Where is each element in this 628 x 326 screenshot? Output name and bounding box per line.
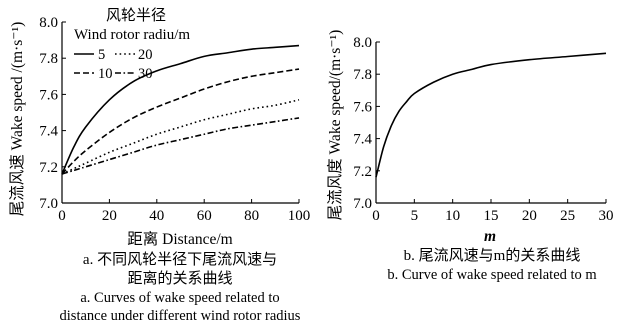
panel-b-y-tick-label: 7.2: [353, 164, 372, 180]
panel-b-x-tick-label: 10: [445, 208, 460, 224]
panel-a-x-tick-label: 80: [244, 208, 259, 224]
panel-a-chart: 0 20 40 60 80 100 7.0 7.2 7.4 7.6 7.8 8.0 尾流风速 Wake…: [8, 7, 310, 324]
panel-b-y-tick-label: 7.8: [353, 67, 372, 83]
panel-b-chart: 0 5 10 15 20 25 30 7.0 7.2 7.4 7.6 7.8 8.0 尾流风度 Wake…: [326, 30, 614, 283]
panel-a-y-axis-label: 尾流风速 Wake speed /(m·s⁻¹): [8, 22, 26, 217]
panel-b-x-tick-label: 5: [411, 208, 419, 224]
panel-a-y-tick-label: 7.2: [39, 160, 58, 176]
panel-a-x-tick-label: 0: [58, 208, 66, 224]
panel-a-legend: 风轮半径 Wind rotor radiu/m 5 20 10 30: [74, 7, 190, 82]
panel-b-x-tick-label: 0: [372, 208, 380, 224]
panel-b-caption-cn: b. 尾流风速与m的关系曲线: [404, 247, 581, 264]
panel-a-x-axis-label: 距离 Distance/m: [127, 230, 232, 248]
panel-b-tick-labels: 0 5 10 15 20 25 30 7.0 7.2 7.4 7.6 7.8 8.0: [353, 35, 613, 224]
panel-b-y-tick-label: 7.4: [353, 132, 372, 148]
panel-b-y-tick-label: 8.0: [353, 35, 372, 51]
panel-a-y-tick-label: 7.8: [39, 51, 58, 67]
panel-b-caption-en: b. Curve of wake speed related to m: [387, 267, 597, 283]
legend-label-20: 20: [138, 47, 153, 63]
panel-a-caption-en-line2: distance under different wind rotor radi…: [60, 308, 301, 324]
panel-b-x-tick-label: 15: [484, 208, 499, 224]
panel-b-plot-area: [375, 41, 607, 204]
panel-a-caption-en-line1: a. Curves of wake speed related to: [80, 290, 279, 306]
panel-a-y-tick-label: 7.4: [39, 124, 58, 140]
panel-a-series-line-10: [61, 68, 300, 175]
legend-label-5: 5: [98, 47, 105, 63]
legend-title-cn: 风轮半径: [106, 7, 166, 24]
panel-b-x-tick-label: 20: [522, 208, 537, 224]
panel-a-x-tick-label: 20: [102, 208, 117, 224]
legend-label-10: 10: [98, 66, 113, 82]
panel-b-series-lines: [375, 52, 607, 178]
panel-a-series-lines: [61, 44, 300, 175]
legend-label-30: 30: [138, 66, 153, 82]
panel-a-x-tick-label: 60: [197, 208, 212, 224]
panel-b-y-axis-label: 尾流风度 Wake speed/(m·s⁻¹): [326, 30, 344, 221]
panel-a-caption-cn-line2: 距离的关系曲线: [127, 270, 232, 287]
panel-b-y-tick-label: 7.0: [353, 196, 372, 212]
panel-b-x-tick-label: 25: [560, 208, 575, 224]
panel-b-x-tick-label: 30: [599, 208, 614, 224]
panel-a-series-line-30: [61, 117, 300, 175]
panel-a-y-tick-label: 7.6: [39, 87, 58, 103]
panel-b-x-axis-label: m: [484, 228, 496, 245]
panel-a-tick-labels: 0 20 40 60 80 100 7.0 7.2 7.4 7.6 7.8 8.0: [39, 15, 310, 224]
panel-a-series-line-5: [61, 44, 300, 175]
panel-a-x-tick-label: 100: [288, 208, 311, 224]
legend-title-en: Wind rotor radiu/m: [74, 27, 190, 43]
panel-a-y-tick-label: 7.0: [39, 196, 58, 212]
panel-a-y-tick-label: 8.0: [39, 15, 58, 31]
panel-a-series-line-20: [61, 99, 300, 175]
panel-a-x-tick-label: 40: [149, 208, 164, 224]
panel-a-caption-cn-line1: a. 不同风轮半径下尾流风速与: [83, 251, 277, 268]
panel-b-series-line-1: [375, 52, 607, 178]
panel-b-y-tick-label: 7.6: [353, 99, 372, 115]
